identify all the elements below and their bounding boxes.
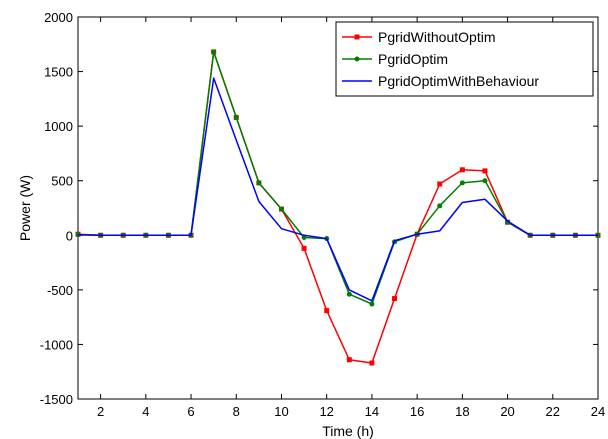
data-point-PgridWithoutOptim: [346, 357, 352, 363]
x-tick-label: 2: [97, 404, 104, 419]
x-tick-label: 12: [319, 404, 333, 419]
y-tick-label: 2000: [44, 10, 73, 25]
data-point-PgridOptim: [459, 180, 465, 186]
data-point-PgridWithoutOptim: [459, 167, 465, 173]
x-tick-label: 6: [187, 404, 194, 419]
y-tick-label: -1000: [40, 337, 73, 352]
x-tick-label: 16: [410, 404, 424, 419]
data-point-PgridOptim: [233, 114, 239, 120]
x-tick-label: 24: [591, 404, 605, 419]
data-point-PgridOptim: [369, 301, 375, 307]
data-point-PgridWithoutOptim: [437, 181, 443, 187]
legend-marker-PgridWithoutOptim: [354, 34, 360, 40]
data-point-PgridWithoutOptim: [369, 360, 375, 366]
data-point-PgridOptim: [278, 206, 284, 212]
data-point-PgridOptim: [211, 49, 217, 55]
legend-marker-PgridOptim: [354, 56, 360, 62]
x-tick-label: 18: [455, 404, 469, 419]
legend-box: [335, 21, 594, 97]
x-tick-label: 20: [500, 404, 514, 419]
x-tick-label: 4: [142, 404, 149, 419]
data-point-PgridOptim: [346, 291, 352, 297]
data-point-PgridOptim: [505, 219, 511, 225]
data-point-PgridOptim: [437, 203, 443, 209]
legend-label-PgridWithoutOptim: PgridWithoutOptim: [378, 29, 495, 45]
legend-label-PgridOptim: PgridOptim: [378, 51, 448, 67]
x-tick-label: 10: [274, 404, 288, 419]
y-tick-label: 1000: [44, 119, 73, 134]
data-point-PgridWithoutOptim: [324, 308, 330, 314]
y-axis-title: Power (W): [17, 175, 33, 241]
x-tick-label: 8: [233, 404, 240, 419]
series-line-PgridOptimWithBehaviour: [77, 77, 598, 302]
y-tick-label: -1500: [40, 392, 73, 407]
data-point-PgridWithoutOptim: [392, 296, 398, 302]
data-point-PgridWithoutOptim: [301, 245, 307, 251]
x-tick-label: 14: [365, 404, 379, 419]
y-tick-label: 1500: [44, 65, 73, 80]
legend-label-PgridOptimWithBehaviour: PgridOptimWithBehaviour: [378, 73, 539, 89]
y-tick-label: 500: [51, 174, 73, 189]
x-tick-label: 22: [546, 404, 560, 419]
data-point-PgridOptim: [482, 178, 488, 184]
data-point-PgridWithoutOptim: [482, 168, 488, 174]
data-point-PgridOptim: [256, 180, 262, 186]
y-tick-label: 0: [66, 228, 73, 243]
y-tick-label: -500: [47, 283, 73, 298]
x-axis-title: Time (h): [322, 423, 374, 439]
